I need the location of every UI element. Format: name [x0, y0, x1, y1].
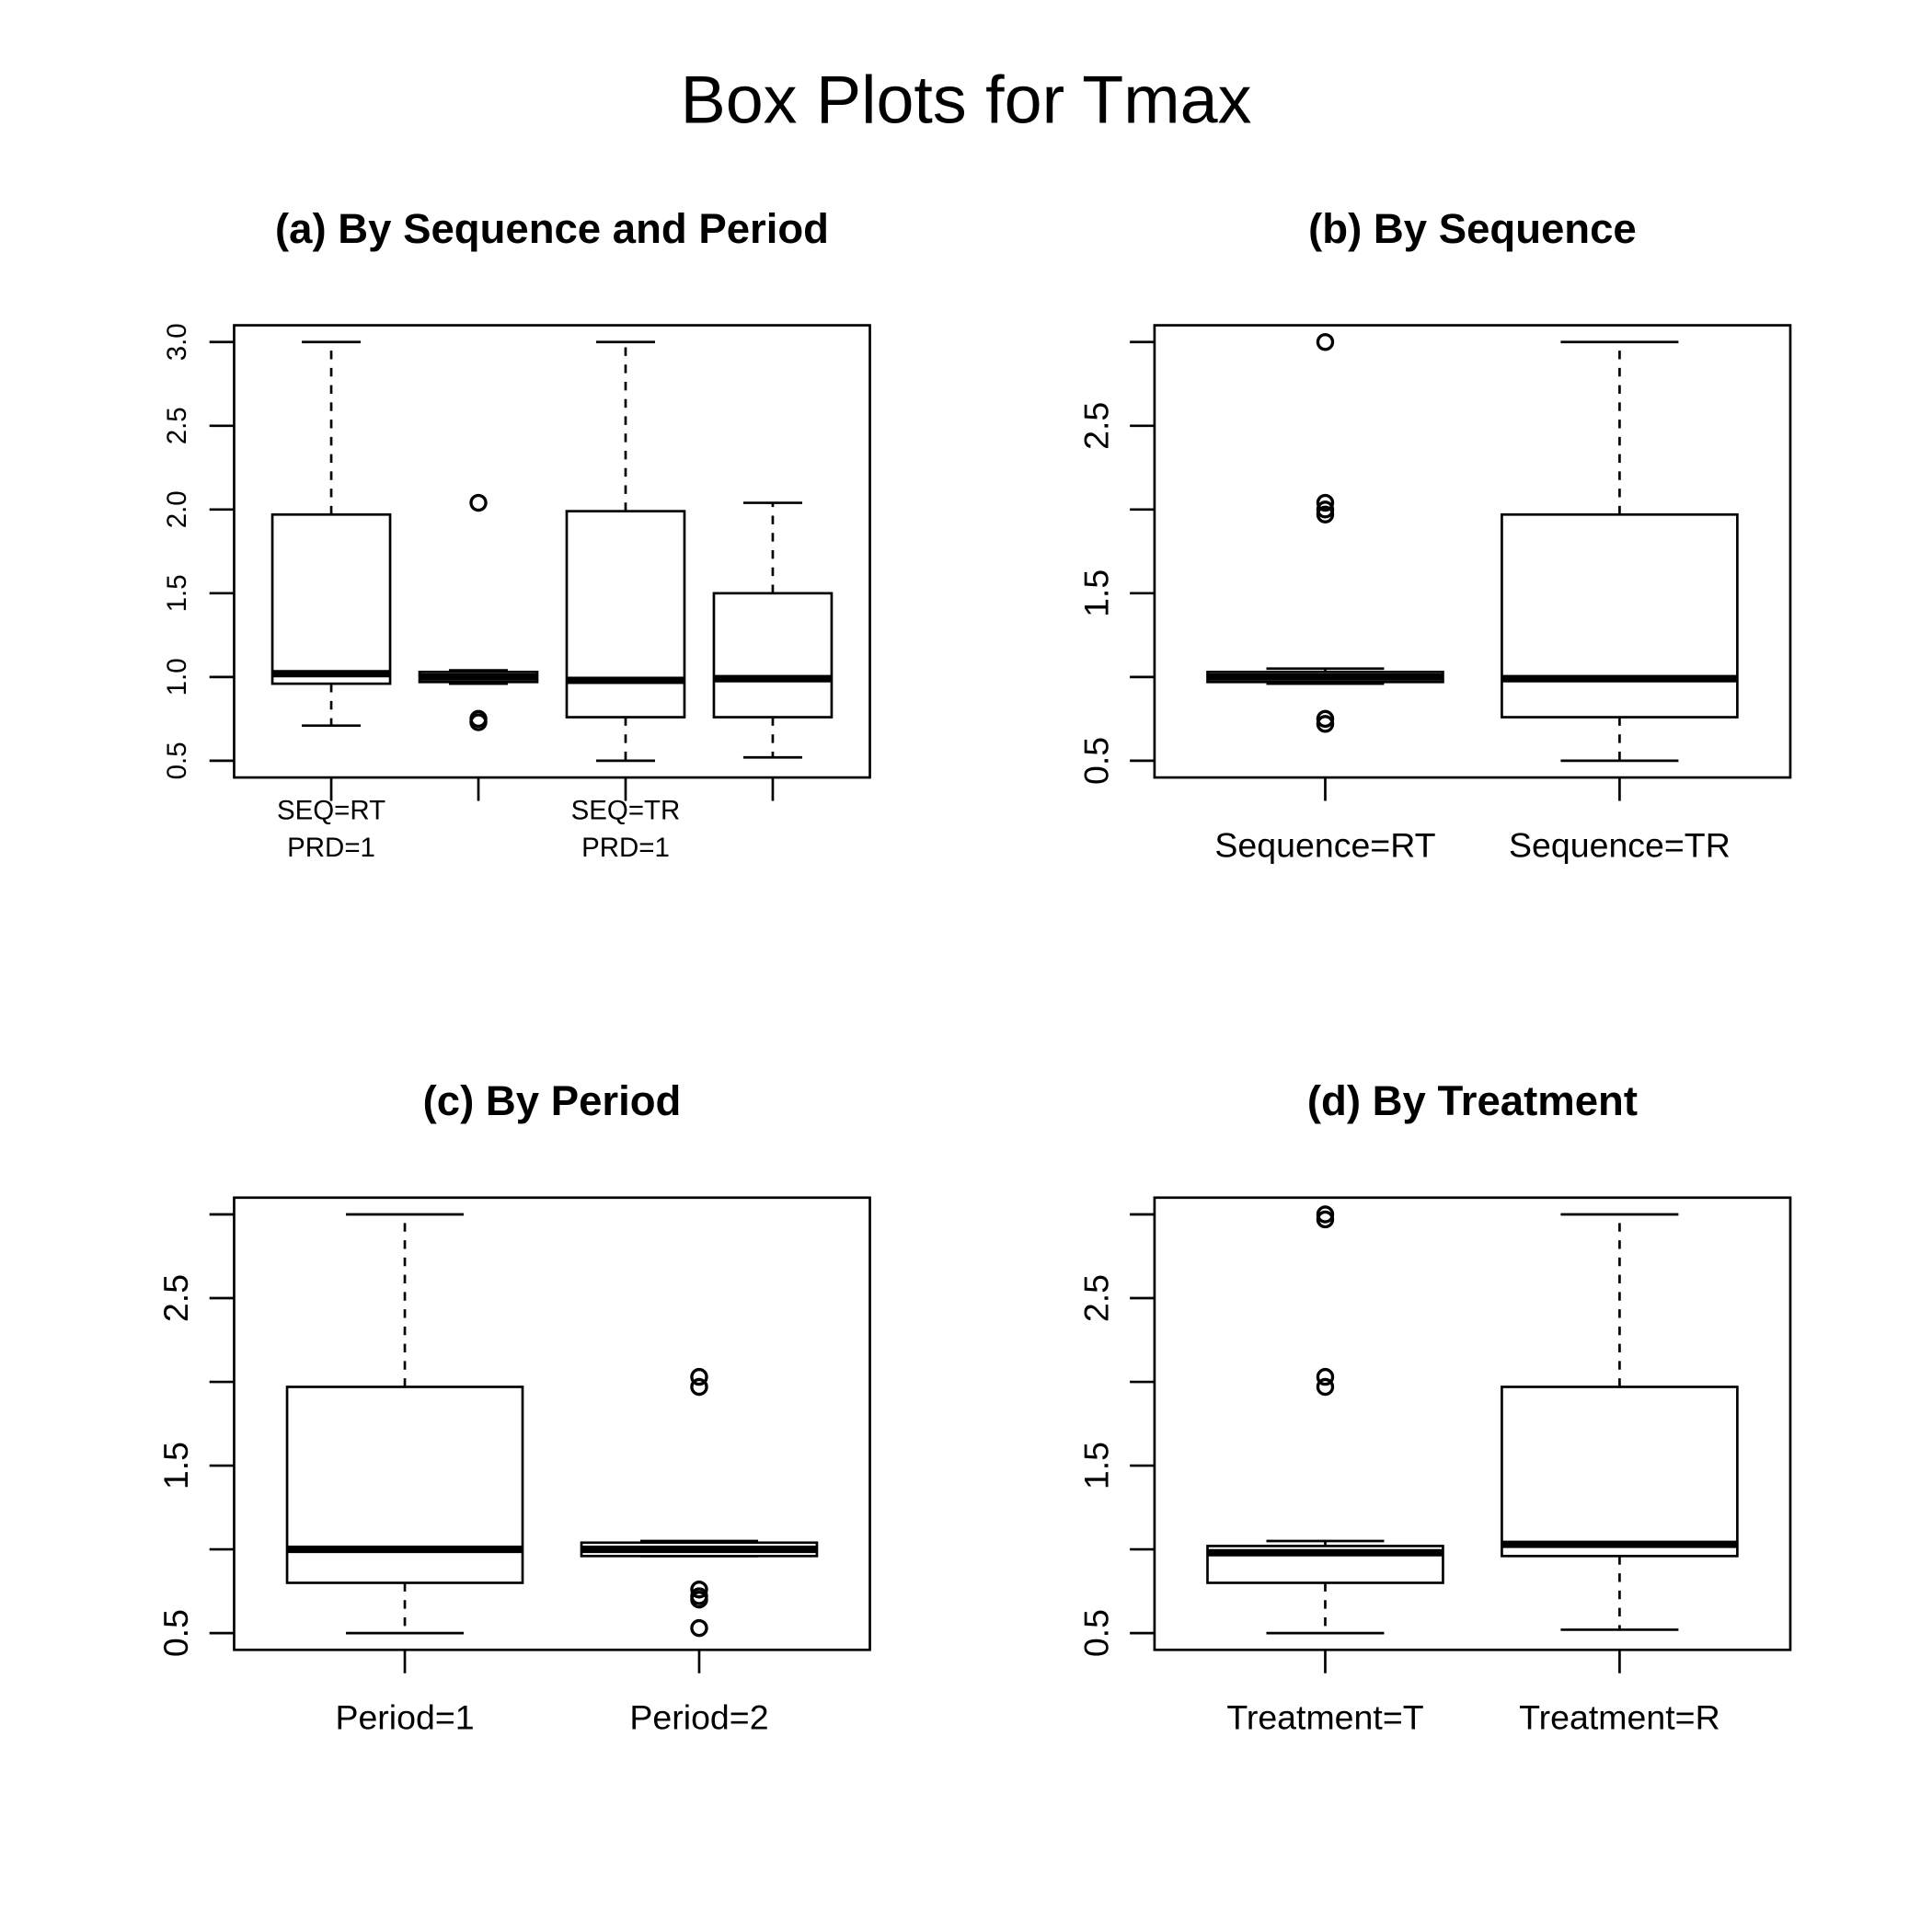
panel-title: (d) By Treatment	[1307, 1077, 1638, 1124]
y-tick-label: 3.0	[162, 323, 192, 361]
y-tick-label: 1.0	[162, 658, 192, 696]
y-tick-label: 0.5	[162, 742, 192, 779]
y-tick-label: 0.5	[156, 1609, 195, 1657]
y-tick-label: 2.5	[156, 1274, 195, 1322]
box	[712, 592, 834, 719]
box	[1501, 512, 1739, 719]
x-tick-label-line: Sequence=RT	[1214, 825, 1435, 864]
x-tick-label-line: Period=2	[629, 1698, 768, 1737]
x-tick-label-line: Treatment=R	[1519, 1698, 1719, 1737]
panel: (b) By Sequence 0.5 1.5 2.5 Sequence=RT Seque…	[1077, 205, 1792, 864]
panel: (a) By Sequence and Period 0.5 1.0 1.5 2.0 2.…	[162, 205, 871, 863]
outlier	[1316, 1210, 1335, 1229]
x-tick-label: SEQ=TR PRD=1	[571, 795, 681, 862]
outlier	[1316, 709, 1335, 729]
outlier	[1316, 1205, 1335, 1224]
x-tick-label-line: Sequence=TR	[1509, 825, 1731, 864]
x-tick-label: Treatment=R	[1519, 1698, 1719, 1737]
outlier	[1316, 715, 1335, 733]
y-tick-label: 1.5	[162, 574, 192, 612]
figure-title: Box Plots for Tmax	[681, 61, 1252, 137]
x-tick-label-line: SEQ=TR	[571, 795, 681, 825]
outlier	[1316, 493, 1335, 512]
panel-title: (c) By Period	[423, 1077, 682, 1124]
y-tick-label: 2.0	[162, 490, 192, 528]
panel-title: (b) By Sequence	[1308, 205, 1637, 252]
outlier	[1316, 505, 1335, 523]
panel: (c) By Period 0.5 1.5 2.5 Period=1 Period=2	[156, 1077, 871, 1737]
x-tick-label-line: SEQ=RT	[277, 795, 385, 825]
panel-title: (a) By Sequence and Period	[275, 205, 829, 252]
y-tick-label: 2.5	[1077, 402, 1116, 450]
y-tick-label: 0.5	[1077, 737, 1116, 785]
outlier	[690, 1581, 708, 1599]
box	[1501, 1386, 1739, 1558]
outlier	[469, 709, 488, 729]
x-tick-label-line: PRD=1	[581, 833, 670, 863]
x-tick-label: Period=2	[629, 1698, 768, 1737]
y-tick-label: 2.5	[1077, 1274, 1116, 1322]
x-tick-label-line: PRD=1	[287, 833, 375, 863]
outlier	[690, 1367, 708, 1386]
plot-frame	[1153, 1196, 1792, 1651]
x-tick-label: Sequence=RT	[1214, 825, 1435, 864]
y-tick-label: 1.5	[1077, 569, 1116, 617]
outlier	[1316, 1377, 1335, 1397]
x-tick-label: Period=1	[335, 1698, 474, 1737]
outlier	[690, 1377, 708, 1397]
y-tick-label: 0.5	[1077, 1609, 1116, 1657]
x-tick-label: Treatment=T	[1226, 1698, 1423, 1737]
outlier	[690, 1587, 708, 1605]
outlier	[1316, 500, 1335, 519]
outlier	[1316, 333, 1335, 351]
y-tick-label: 2.5	[162, 407, 192, 444]
y-tick-label: 1.5	[156, 1442, 195, 1489]
x-tick-label-line: Treatment=T	[1226, 1698, 1423, 1737]
box	[270, 512, 392, 685]
outlier	[469, 493, 488, 512]
plot-frame	[1153, 324, 1792, 779]
box	[285, 1386, 524, 1584]
x-tick-label: SEQ=RT PRD=1	[277, 795, 385, 862]
y-tick-label: 1.5	[1077, 1442, 1116, 1489]
plot-frame	[233, 1196, 871, 1651]
outlier	[690, 1618, 708, 1638]
x-tick-label: Sequence=TR	[1509, 825, 1731, 864]
panel: (d) By Treatment 0.5 1.5 2.5 Treatment=T Trea…	[1077, 1077, 1792, 1737]
box	[565, 510, 686, 719]
outlier	[1316, 1367, 1335, 1386]
plot-frame	[233, 324, 871, 779]
x-tick-label-line: Period=1	[335, 1698, 474, 1737]
